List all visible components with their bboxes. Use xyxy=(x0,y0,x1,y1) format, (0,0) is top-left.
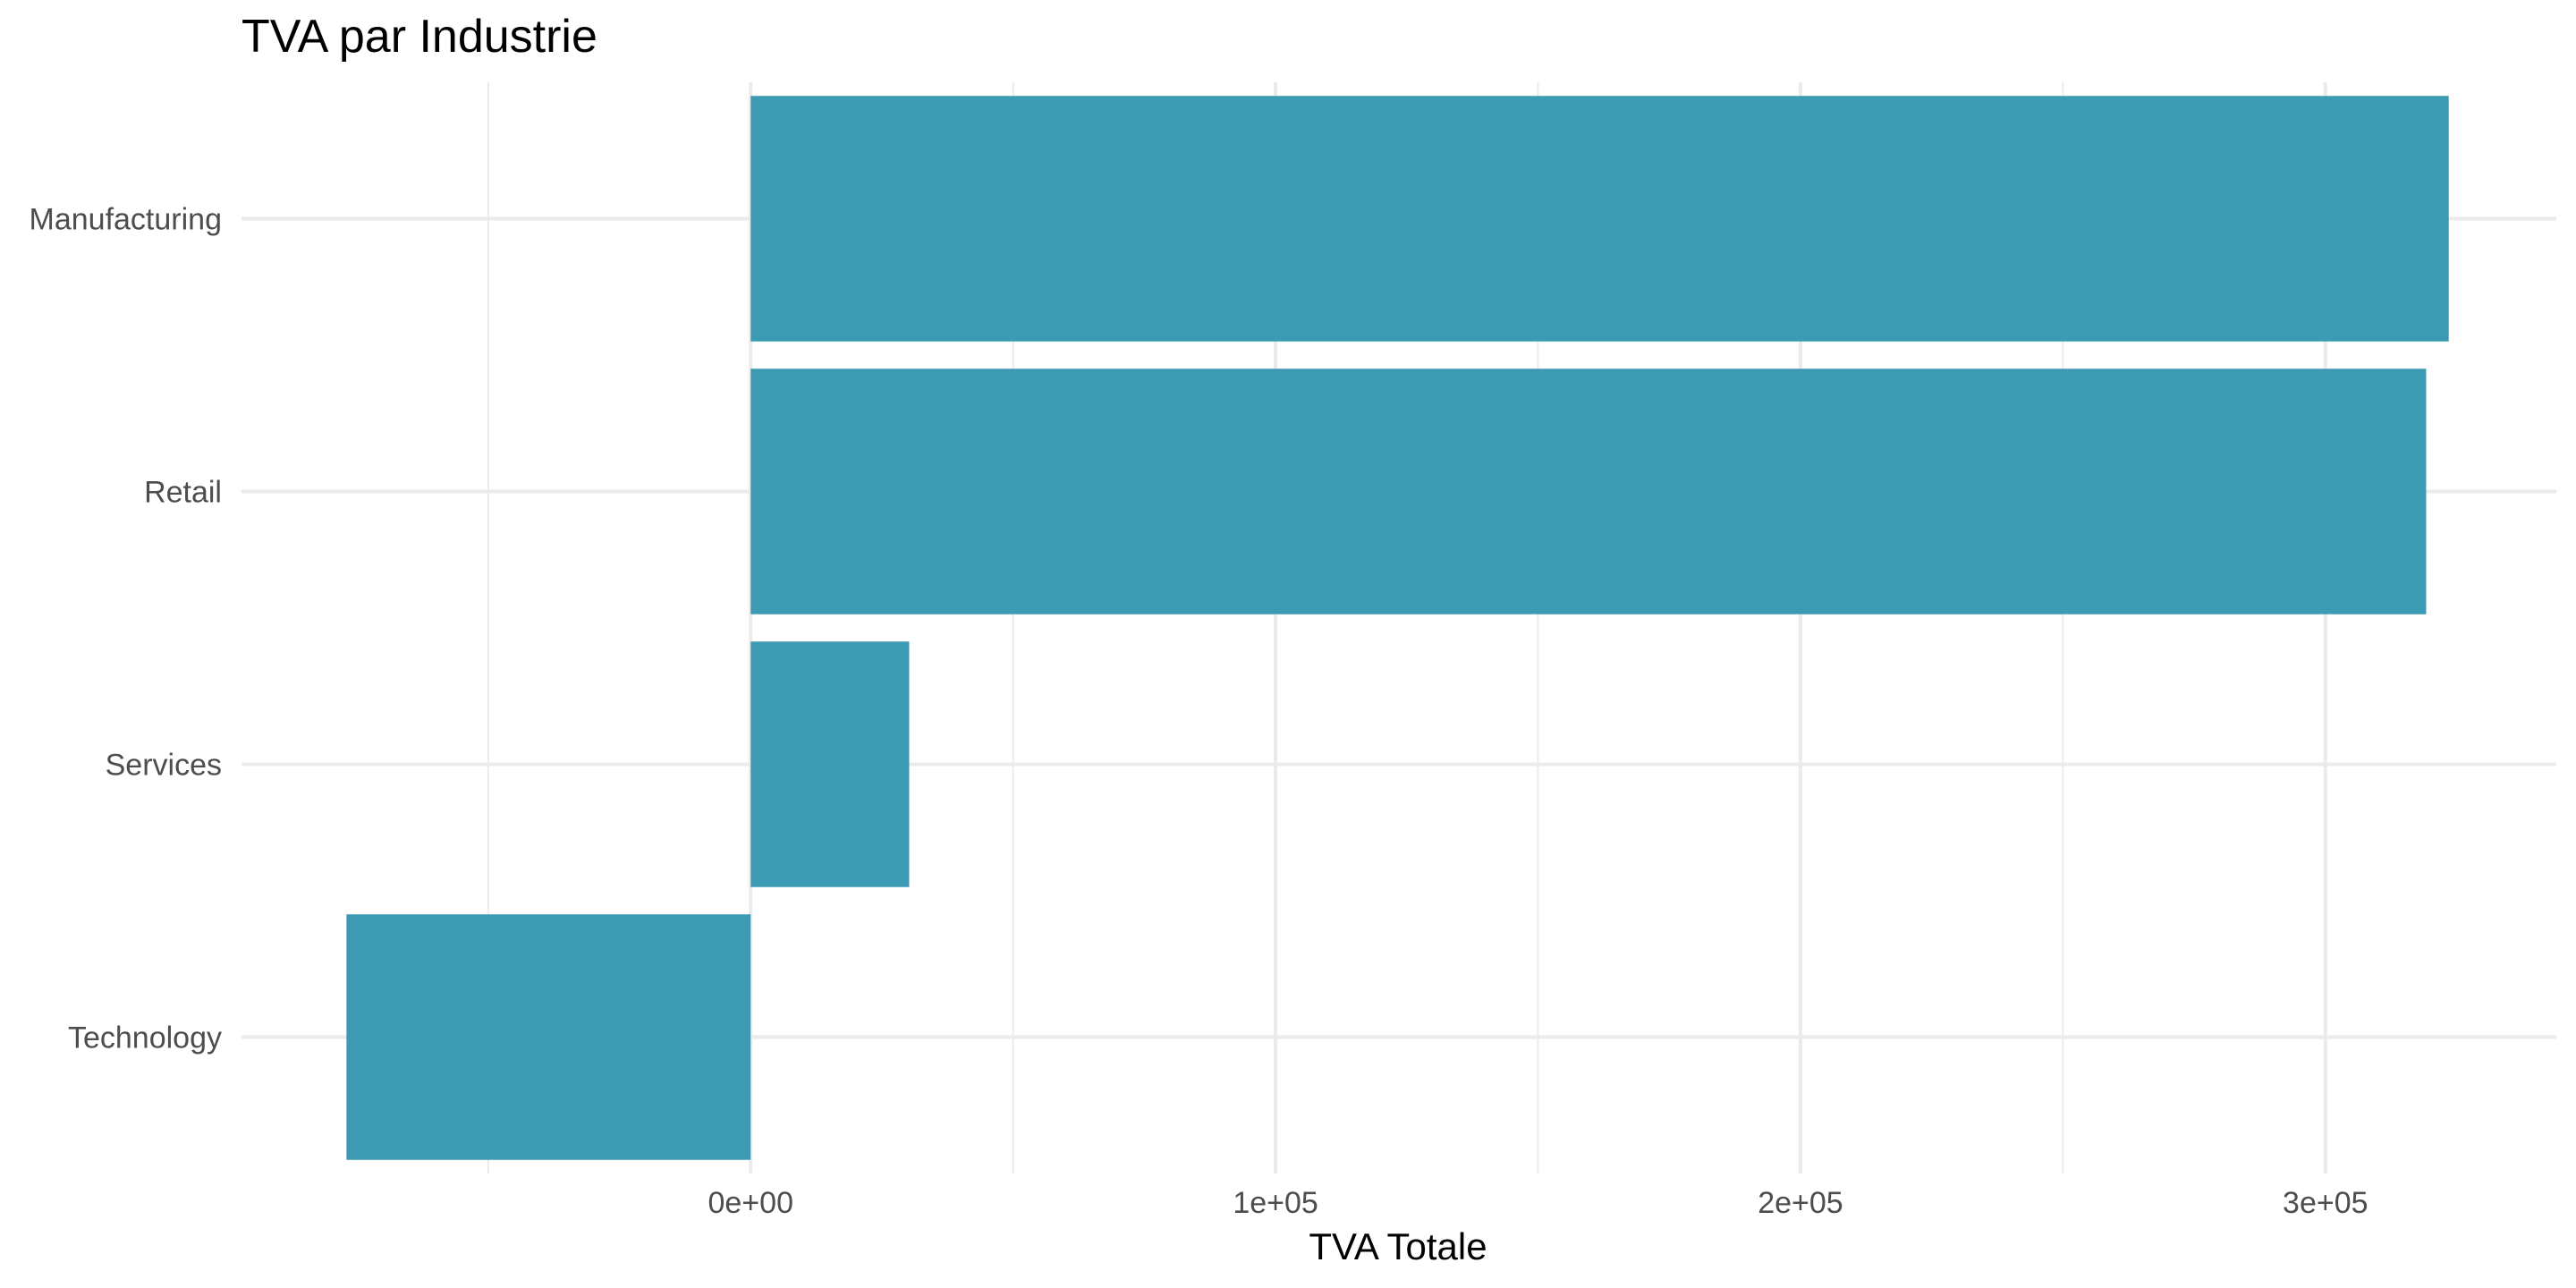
bar-manufacturing xyxy=(750,96,2449,342)
chart-title: TVA par Industrie xyxy=(242,11,597,63)
x-tick-label: 0e+00 xyxy=(708,1186,793,1220)
x-axis-title: TVA Totale xyxy=(1309,1225,1487,1267)
bar-technology xyxy=(346,914,751,1160)
x-tick-label: 2e+05 xyxy=(1758,1186,1843,1220)
x-tick-label: 1e+05 xyxy=(1233,1186,1318,1220)
labels-layer: Manufacturing Retail Services Technology 0e+… xyxy=(30,203,2368,1221)
y-tick-label: Manufacturing xyxy=(30,203,222,237)
y-tick-label: Retail xyxy=(144,476,222,510)
x-tick-label: 3e+05 xyxy=(2283,1186,2368,1220)
bar-services xyxy=(750,641,910,887)
bars-layer xyxy=(346,96,2449,1160)
y-tick-label: Services xyxy=(106,749,222,783)
bar-retail xyxy=(750,369,2427,614)
y-tick-label: Technology xyxy=(68,1021,222,1055)
